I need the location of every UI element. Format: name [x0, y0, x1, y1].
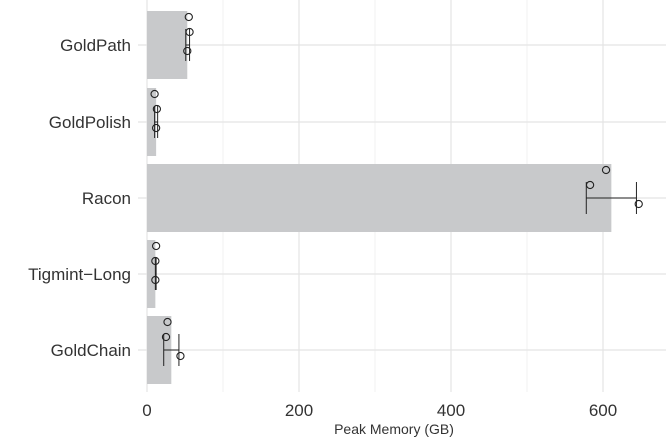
bar [147, 88, 157, 156]
x-tick-labels: 0 200 400 600 [142, 401, 617, 420]
error-bars [154, 29, 637, 366]
bar [147, 240, 156, 308]
y-tick-label: Racon [82, 189, 131, 208]
data-point [184, 12, 193, 22]
y-tick-label: Tigmint−Long [28, 265, 131, 284]
data-point [161, 332, 171, 342]
data-point [183, 46, 192, 56]
bar [147, 164, 612, 232]
data-point [176, 351, 185, 361]
data-point [585, 180, 595, 190]
y-tick-label: GoldChain [51, 341, 131, 360]
x-tick-label: 0 [142, 401, 151, 420]
data-point [151, 241, 161, 251]
x-tick-label: 400 [437, 401, 465, 420]
data-point [150, 89, 159, 99]
data-point [163, 317, 172, 327]
x-tick-label: 600 [589, 401, 617, 420]
data-point [151, 256, 160, 266]
y-tick-label: GoldPolish [49, 113, 131, 132]
data-point [601, 165, 611, 175]
x-axis-title: Peak Memory (GB) [334, 421, 454, 437]
bars [147, 11, 612, 384]
data-point [152, 104, 162, 114]
y-tick-labels: GoldPath GoldPolish Racon Tigmint−Long GoldC… [28, 36, 131, 360]
data-points [150, 12, 643, 361]
x-tick-label: 200 [285, 401, 313, 420]
data-point [634, 199, 643, 209]
data-point [151, 275, 160, 285]
data-point [185, 27, 194, 37]
data-point [151, 123, 161, 133]
bar [147, 11, 188, 79]
y-tick-label: GoldPath [60, 36, 131, 55]
